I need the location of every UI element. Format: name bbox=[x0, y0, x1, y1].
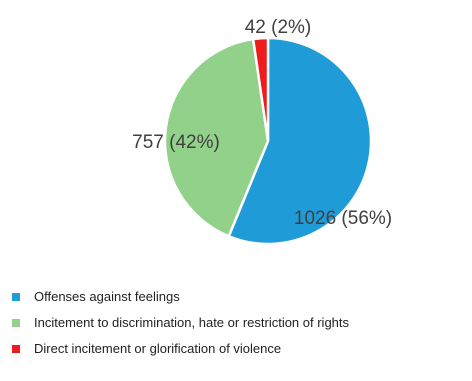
legend: Offenses against feelings Incitement to d… bbox=[12, 289, 350, 356]
data-label-1: 1026 (56%) bbox=[294, 208, 392, 229]
legend-label-2: Incitement to discrimination, hate or re… bbox=[34, 315, 350, 330]
legend-label-3: Direct incitement or glorification of vi… bbox=[34, 341, 281, 356]
legend-swatch-1 bbox=[12, 293, 20, 301]
pie-slice-1 bbox=[227, 36, 373, 246]
data-labels: 1026 (56%) 757 (42%) 42 (2%) bbox=[132, 17, 392, 229]
pie-slice-3 bbox=[251, 36, 270, 142]
pie-slice-2 bbox=[163, 37, 270, 238]
legend-swatch-3 bbox=[12, 345, 20, 353]
data-label-2: 757 (42%) bbox=[132, 132, 220, 153]
legend-label-1: Offenses against feelings bbox=[34, 289, 180, 304]
pie-slices bbox=[163, 36, 373, 246]
data-label-3: 42 (2%) bbox=[245, 17, 312, 38]
legend-swatch-2 bbox=[12, 319, 20, 327]
